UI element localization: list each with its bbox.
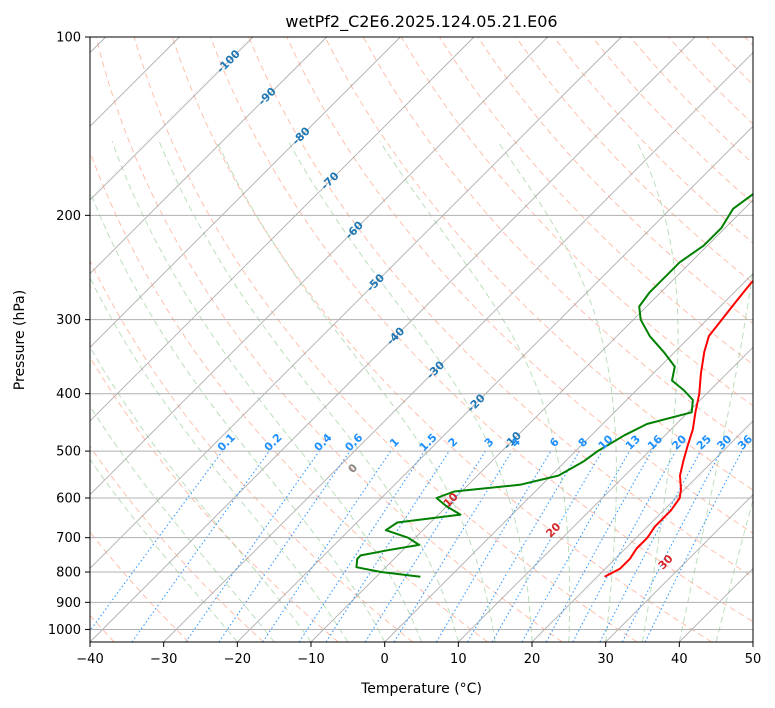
dry-adiabat: [210, 37, 753, 623]
y-tick-label: 300: [56, 313, 81, 328]
mixing-ratio-line: [90, 450, 223, 632]
dry-adiabat: [90, 445, 264, 642]
mixing-ratio-line: [545, 450, 653, 642]
isotherm-line: [90, 37, 622, 569]
axes: −40 −30 −20 −10 0 10 20 30 40 50 100 200 300 400 500 60…: [48, 31, 761, 668]
pressure-gridlines: [90, 37, 753, 630]
mixing-ratio-line: [644, 450, 743, 642]
dry-adiabat: [133, 37, 638, 642]
y-tick-label: 800: [56, 566, 81, 581]
x-tick-label: 40: [671, 652, 688, 667]
y-tick-label: 600: [56, 492, 81, 507]
x-tick-label: −30: [150, 652, 177, 667]
x-tick-label: −40: [76, 652, 103, 667]
mixing-ratio-line: [393, 450, 513, 642]
x-tick-label: 0: [381, 652, 389, 667]
x-tick-label: 30: [597, 652, 614, 667]
mixing-ratio-line: [185, 450, 320, 642]
mixing-ratio-line: [298, 450, 425, 642]
temperature-line: [604, 279, 753, 578]
x-axis-title: Temperature (°C): [360, 681, 482, 697]
dry-adiabat: [324, 37, 753, 491]
isotherm-line: [458, 346, 753, 642]
dry-adiabat: [90, 259, 414, 642]
dry-adiabat: [90, 356, 339, 642]
dewpoint-line: [355, 192, 753, 578]
plot-frame: [89, 36, 754, 643]
dry-adiabat: [286, 37, 753, 534]
x-tick-label: 10: [450, 652, 467, 667]
isotherm-line: [90, 37, 696, 642]
x-tick-label: 50: [745, 652, 762, 667]
x-tick-label: 20: [524, 652, 541, 667]
isotherm-line: [90, 37, 327, 275]
mixing-ratio-line: [325, 450, 450, 642]
y-tick-label: 1000: [48, 623, 81, 638]
x-tick-label: −20: [224, 652, 251, 667]
mixing-ratio-line: [572, 450, 677, 642]
y-tick-label: 900: [56, 596, 81, 611]
mixing-ratio-line: [131, 450, 270, 642]
dry-adiabat: [515, 37, 753, 284]
y-tick-label: 200: [56, 209, 81, 224]
y-tick-label: 400: [56, 387, 81, 402]
dry-adiabat: [248, 37, 753, 578]
isotherm-line: [90, 37, 401, 348]
isotherm-line: [605, 494, 753, 642]
isotherm-line: [237, 125, 753, 642]
profile-series: [355, 192, 753, 578]
y-axis-title: Pressure (hPa): [12, 290, 28, 390]
isotherm-line: [90, 37, 548, 496]
mixing-ratio-line: [521, 450, 630, 642]
x-tick-label: −10: [297, 652, 324, 667]
y-tick-label: 100: [56, 31, 81, 46]
y-tick-label: 500: [56, 445, 81, 460]
mixing-ratio-line: [262, 450, 392, 642]
isotherm-line: [163, 52, 753, 642]
isotherm-line: [90, 37, 475, 422]
chart-title: wetPf2_C2E6.2025.124.05.21.E06: [285, 12, 557, 32]
mixing-ratio-line: [218, 450, 351, 642]
isotherm-line: [531, 420, 753, 642]
isotherm-line: [384, 273, 753, 642]
isotherm-line: [90, 37, 254, 201]
y-tick-label: 700: [56, 531, 81, 546]
dry-adiabat: [95, 37, 563, 642]
